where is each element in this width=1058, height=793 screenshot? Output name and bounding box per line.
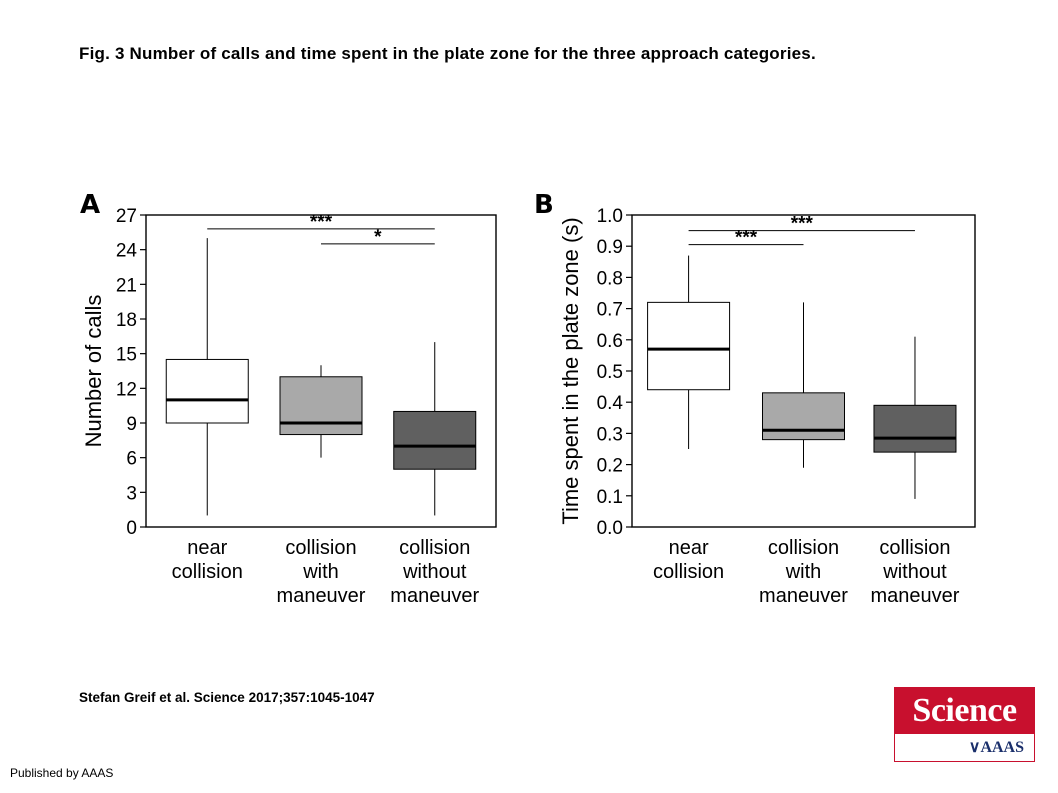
y-tick-label: 0.0 <box>597 518 623 539</box>
y-tick-label: 12 <box>116 379 137 400</box>
logo-aaas: ∨AAAS <box>895 734 1034 761</box>
y-tick-label: 0.8 <box>597 268 623 289</box>
x-category-label: without <box>402 561 467 583</box>
box-iqr <box>873 404 957 453</box>
y-tick-label: 0.3 <box>597 424 623 445</box>
panel-label: A <box>80 190 100 220</box>
x-category-label: collision <box>879 537 950 559</box>
significance-label: * <box>374 227 382 248</box>
box-iqr <box>762 392 845 441</box>
y-tick-label: 1.0 <box>597 206 623 227</box>
significance-label: *** <box>310 212 333 233</box>
x-category-label: maneuver <box>277 585 366 607</box>
significance-label: *** <box>735 228 758 249</box>
x-category-label: without <box>882 561 947 583</box>
x-category-label: near <box>187 537 227 559</box>
y-tick-label: 0.1 <box>597 487 623 508</box>
x-category-label: collision <box>653 561 724 583</box>
logo-aaas-text: AAAS <box>980 739 1024 756</box>
y-axis-label: Time spent in the plate zone (s) <box>558 217 583 524</box>
box-iqr <box>393 410 477 470</box>
y-axis-label: Number of calls <box>81 295 106 448</box>
plot-frame <box>145 214 497 528</box>
y-tick-label: 3 <box>126 483 137 504</box>
y-tick-label: 21 <box>116 275 137 296</box>
y-tick-label: 0 <box>126 518 137 539</box>
x-category-label: maneuver <box>390 585 479 607</box>
x-category-label: maneuver <box>759 585 848 607</box>
y-tick-label: 27 <box>116 206 137 227</box>
figure-title: Fig. 3 Number of calls and time spent in… <box>79 44 816 63</box>
x-category-label: near <box>669 537 709 559</box>
x-category-label: collision <box>285 537 356 559</box>
x-category-label: collision <box>399 537 470 559</box>
plot-frame <box>631 214 976 528</box>
y-tick-label: 0.7 <box>597 300 623 321</box>
y-tick-label: 6 <box>126 449 137 470</box>
y-tick-label: 0.6 <box>597 331 623 352</box>
y-tick-label: 0.4 <box>597 393 624 414</box>
x-category-label: with <box>785 561 822 583</box>
significance-label: *** <box>791 214 814 235</box>
aaas-glyph-icon: ∨ <box>968 739 981 756</box>
y-tick-label: 0.2 <box>597 456 623 477</box>
y-tick-label: 0.9 <box>597 237 623 258</box>
box-iqr <box>647 301 731 391</box>
y-tick-label: 18 <box>116 310 137 331</box>
citation: Stefan Greif et al. Science 2017;357:104… <box>79 690 375 705</box>
y-tick-label: 0.5 <box>597 362 623 383</box>
box-iqr <box>165 358 249 424</box>
x-category-label: with <box>302 561 339 583</box>
x-category-label: collision <box>768 537 839 559</box>
panel-label: B <box>534 190 554 220</box>
y-tick-label: 15 <box>116 345 137 366</box>
x-category-label: collision <box>172 561 243 583</box>
logo-wordmark: Science <box>895 688 1034 734</box>
x-category-label: maneuver <box>871 585 960 607</box>
y-tick-label: 24 <box>116 241 138 262</box>
science-logo: Science ∨AAAS <box>894 687 1035 762</box>
publisher-credit: Published by AAAS <box>10 766 114 780</box>
y-tick-label: 9 <box>126 414 137 435</box>
box-iqr <box>279 376 363 436</box>
